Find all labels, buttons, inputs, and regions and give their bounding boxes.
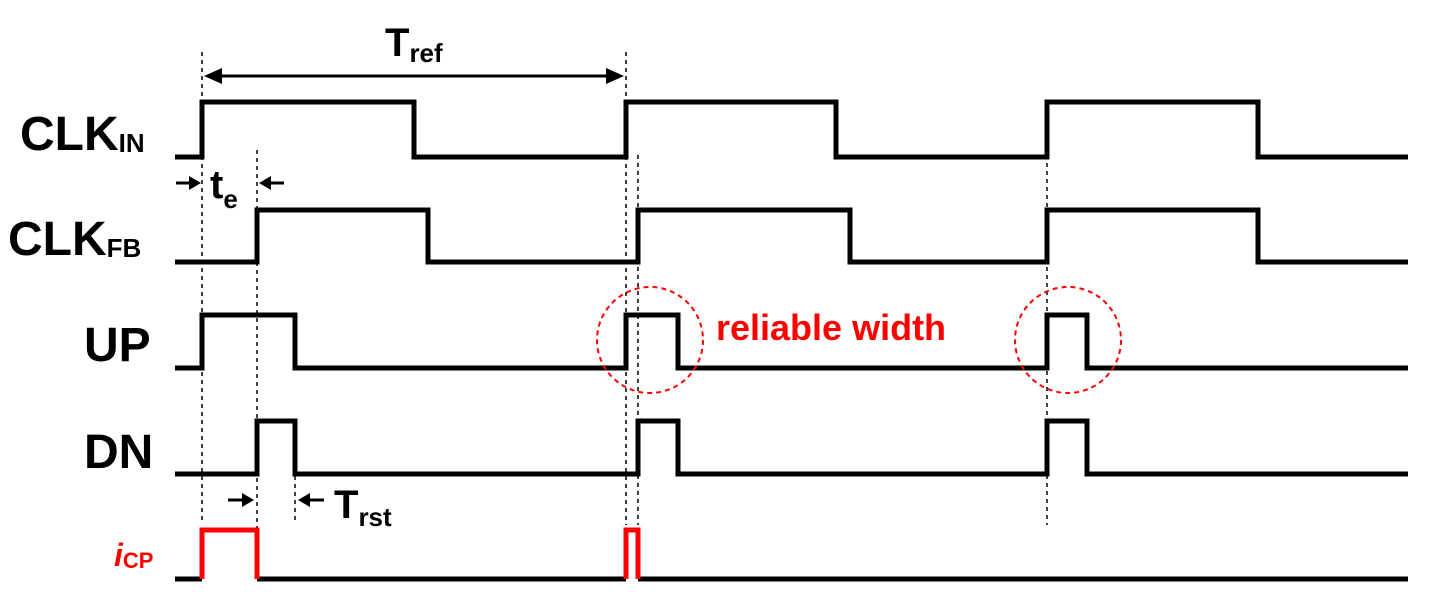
clk-fb-waveform [175,207,1408,265]
dn-label: DN [84,426,153,479]
reliable-width-circle-2 [1014,286,1122,394]
reliable-width-label: reliable width [716,307,946,348]
tref-label: Tref [385,21,443,68]
up-label: UP [84,319,151,372]
reliable-width-circle-1 [596,286,704,394]
dn-waveform [175,418,1408,477]
te-label: te [210,163,238,214]
clk-in-label: CLKIN [20,108,145,161]
clk-in-waveform [175,99,1408,160]
trst-label: Trst [334,483,392,532]
icp-waveform [175,527,1408,582]
tref-arrow [204,68,624,84]
up-waveform [175,312,1408,371]
clk-fb-label: CLKFB [8,213,141,266]
te-arrows [176,176,284,190]
trst-arrows [228,493,324,507]
icp-label: iCP [114,537,153,573]
icp-pulse-1 [199,527,260,579]
icp-pulse-2 [623,527,641,579]
